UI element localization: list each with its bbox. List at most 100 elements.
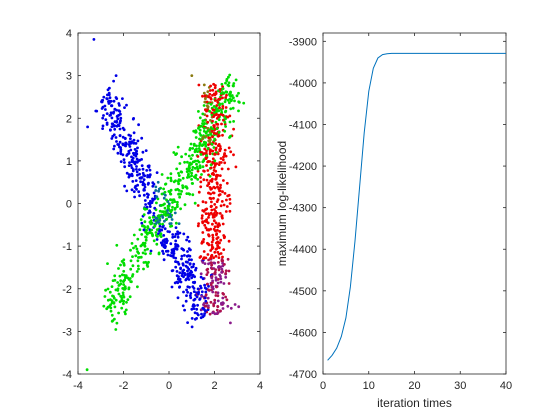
scatter-point: [171, 233, 175, 236]
scatter-point: [230, 98, 234, 102]
scatter-point: [209, 227, 213, 231]
scatter-point: [139, 218, 143, 222]
scatter-point: [227, 75, 230, 79]
scatter-point: [201, 231, 205, 234]
scatter-point: [232, 82, 236, 85]
scatter-point: [219, 183, 222, 187]
scatter-point: [200, 216, 204, 220]
scatter-point: [142, 193, 146, 197]
scatter-point: [209, 163, 213, 167]
scatter-point: [219, 277, 223, 281]
scatter-point: [118, 134, 122, 138]
scatter-point: [213, 211, 216, 215]
scatter-point: [206, 169, 210, 172]
scatter-point: [210, 172, 214, 176]
scatter-point: [155, 195, 159, 199]
scatter-point: [221, 158, 225, 162]
scatter-point: [140, 136, 144, 140]
scatter-point: [208, 186, 212, 189]
scatter-point: [174, 260, 177, 263]
scatter-point: [134, 184, 138, 188]
scatter-point: [179, 170, 183, 174]
scatter-point: [212, 125, 216, 129]
scatter-point: [211, 222, 214, 226]
scatter-point: [122, 263, 126, 267]
scatter-point: [152, 182, 156, 186]
scatter-point: [137, 267, 140, 271]
scatter-point: [204, 293, 208, 297]
scatter-point: [124, 276, 127, 280]
scatter-point: [106, 298, 110, 302]
scatter-point: [169, 215, 173, 218]
scatter-point: [209, 256, 213, 260]
scatter-point: [227, 81, 231, 85]
scatter-point: [211, 215, 215, 219]
scatter-point: [228, 101, 231, 105]
scatter-point: [176, 230, 180, 234]
scatter-point: [153, 225, 156, 228]
scatter-point: [205, 164, 208, 167]
scatter-point: [220, 110, 224, 114]
scatter-point: [169, 242, 173, 246]
x-tick-label: 0: [320, 380, 326, 392]
scatter-point: [162, 252, 165, 256]
scatter-point: [221, 133, 224, 137]
scatter-point: [228, 92, 232, 95]
scatter-point: [190, 74, 194, 77]
scatter-point: [119, 116, 123, 120]
scatter-point: [209, 84, 213, 88]
scatter-point: [101, 124, 105, 128]
scatter-point: [212, 256, 216, 260]
scatter-point: [222, 91, 226, 95]
scatter-point: [176, 145, 180, 149]
scatter-point: [199, 272, 203, 276]
scatter-point: [224, 125, 228, 128]
scatter-point: [134, 254, 138, 258]
scatter-point: [136, 285, 139, 289]
line-ticks: 0 10 20 30 40 -4700 -4600 -4500 -4400 -4300 -4200 -…: [289, 33, 512, 392]
scatter-point: [212, 196, 215, 200]
scatter-point: [121, 135, 125, 139]
scatter-point: [126, 152, 130, 156]
scatter-point: [121, 126, 125, 130]
scatter-point: [163, 206, 167, 210]
scatter-point: [196, 178, 200, 181]
scatter-point: [204, 144, 208, 148]
scatter-point: [117, 102, 121, 105]
scatter-point: [152, 212, 156, 215]
scatter-point: [101, 127, 104, 130]
scatter-point: [211, 149, 215, 153]
scatter-point: [215, 285, 218, 289]
scatter-point: [219, 161, 223, 164]
scatter-point: [165, 239, 169, 243]
scatter-point: [223, 161, 227, 165]
scatter-point: [211, 311, 215, 315]
scatter-point: [182, 232, 186, 236]
scatter-point: [220, 108, 223, 112]
scatter-point: [188, 262, 192, 265]
scatter-point: [136, 237, 140, 241]
scatter-point: [189, 296, 193, 300]
scatter-point: [221, 190, 224, 194]
scatter-point: [155, 171, 159, 175]
scatter-point: [232, 120, 236, 123]
scatter-point: [214, 247, 218, 251]
log-likelihood-line: [327, 52, 506, 361]
scatter-point: [153, 206, 157, 210]
scatter-point: [186, 235, 190, 239]
scatter-point: [119, 279, 123, 282]
scatter-point: [211, 160, 215, 164]
scatter-point: [216, 299, 220, 303]
scatter-point: [144, 252, 147, 256]
scatter-point: [143, 248, 147, 252]
scatter-point: [174, 179, 177, 183]
scatter-point: [187, 258, 191, 262]
scatter-point: [196, 303, 200, 307]
scatter-point: [208, 312, 212, 316]
scatter-point: [125, 103, 128, 107]
scatter-point: [108, 86, 111, 90]
scatter-point: [195, 144, 198, 148]
scatter-point: [188, 162, 192, 166]
scatter-point: [223, 152, 227, 155]
scatter-point: [174, 245, 178, 248]
